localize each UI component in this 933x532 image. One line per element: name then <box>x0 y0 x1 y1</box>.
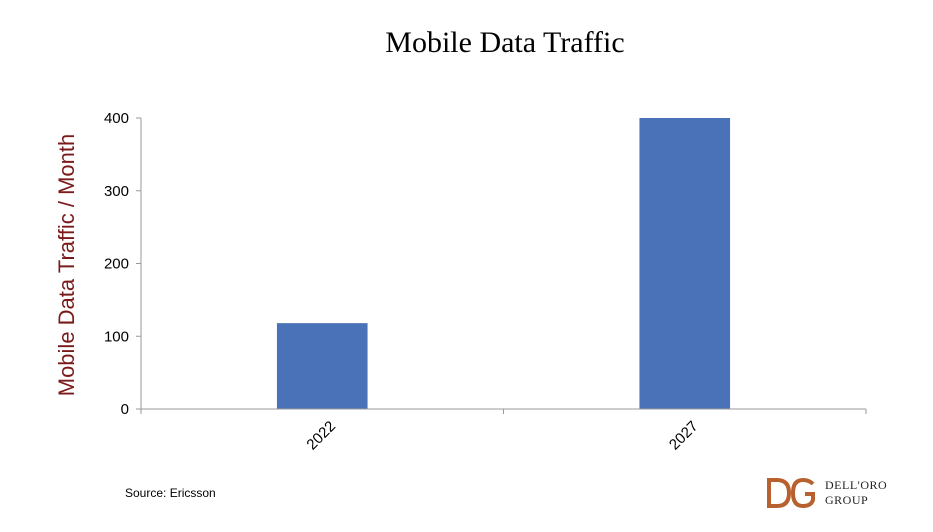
y-tick-label: 400 <box>104 110 129 127</box>
bar-2027 <box>639 118 731 409</box>
logo-line-1: DELL'ORO <box>825 478 888 492</box>
y-axis-label: Mobile Data Traffic / Month <box>54 134 79 397</box>
y-axis: 0 100 200 300 400 <box>104 110 142 418</box>
x-axis: 2022 2027 <box>140 408 867 454</box>
y-tick-label: 0 <box>121 401 129 418</box>
logo-line-2: GROUP <box>825 493 869 507</box>
y-tick-label: 300 <box>104 183 129 200</box>
y-tick-label: 200 <box>104 256 129 273</box>
dg-logo-icon <box>767 477 815 509</box>
chart-title: Mobile Data Traffic <box>385 26 624 59</box>
dell-oro-logo: DELL'ORO GROUP <box>765 474 887 512</box>
bars <box>276 118 731 409</box>
x-tick-label: 2027 <box>666 418 702 454</box>
y-tick-label: 100 <box>104 328 129 345</box>
bar-2022 <box>276 323 368 409</box>
source-note: Source: Ericsson <box>125 486 216 500</box>
x-tick-label: 2022 <box>303 418 339 454</box>
